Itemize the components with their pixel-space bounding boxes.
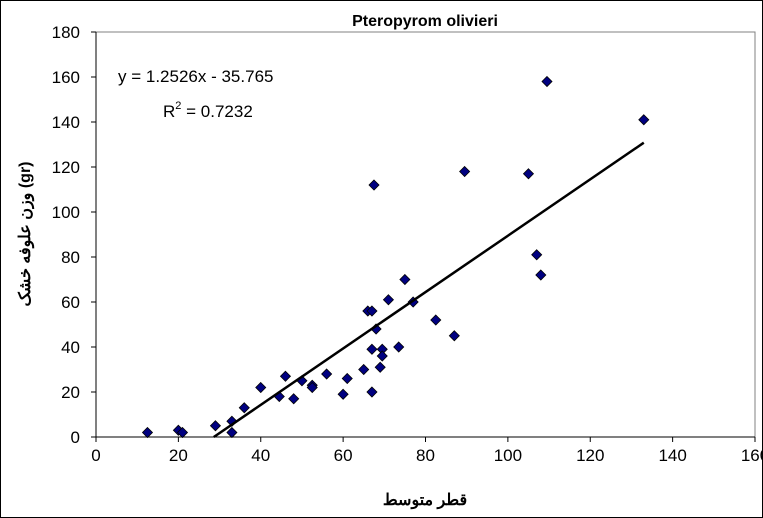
data-point [535,269,547,281]
data-point [366,386,378,398]
x-tick-label: 140 [658,446,686,465]
y-tick-label: 160 [52,68,80,87]
trendline [213,141,645,439]
data-point [448,330,460,342]
data-point [226,426,238,439]
r-power: 2 [175,100,181,112]
data-point [255,381,267,394]
y-tick-label: 60 [61,293,80,312]
data-point [382,294,394,306]
data-point [238,402,250,414]
data-point [376,350,388,362]
data-point [393,341,405,353]
data-point [374,361,386,373]
r-squared: R2 = 0.7232 [163,100,253,121]
data-point [209,420,222,432]
y-tick-label: 20 [61,383,80,402]
data-point [226,415,238,427]
data-point [321,368,333,380]
x-tick-label: 160 [741,446,763,465]
data-point [459,165,471,178]
chart-title: Pteropyrom olivieri [352,13,498,30]
y-tick-label: 80 [61,248,80,267]
data-point [399,273,411,286]
y-tick-label: 40 [61,338,80,357]
x-tick-label: 20 [169,446,188,465]
data-point [176,426,189,439]
data-point [288,393,300,405]
data-point [141,426,154,439]
x-tick-label: 120 [576,446,604,465]
data-point [366,343,378,355]
x-tick-label: 40 [251,446,270,465]
r-symbol: R [163,102,175,121]
y-tick-label: 180 [52,23,80,42]
data-point [522,168,535,180]
y-tick-label: 140 [52,113,80,132]
y-tick-label: 100 [52,203,80,222]
trendline-equation: y = 1.2526x - 35.765 [118,67,273,86]
data-point [541,75,553,88]
y-tick-label: 0 [71,428,80,447]
data-point [638,114,650,126]
data-point [368,179,380,191]
y-axis-label: وزن علوفه خشک (gr) [17,161,35,306]
r-value: = 0.7232 [181,102,252,121]
x-tick-label: 100 [494,446,522,465]
x-tick-label: 60 [334,446,353,465]
data-point [366,305,378,317]
data-point [341,372,353,385]
plot-area [95,31,756,438]
x-axis-label: قطر متوسط [383,492,467,510]
data-point [337,388,349,400]
data-point [306,381,318,394]
data-point [358,363,370,376]
data-point [279,370,292,382]
x-tick-label: 0 [91,446,100,465]
data-point [531,249,543,261]
x-tick-label: 80 [416,446,435,465]
y-tick-label: 120 [52,158,80,177]
data-point [430,314,442,326]
